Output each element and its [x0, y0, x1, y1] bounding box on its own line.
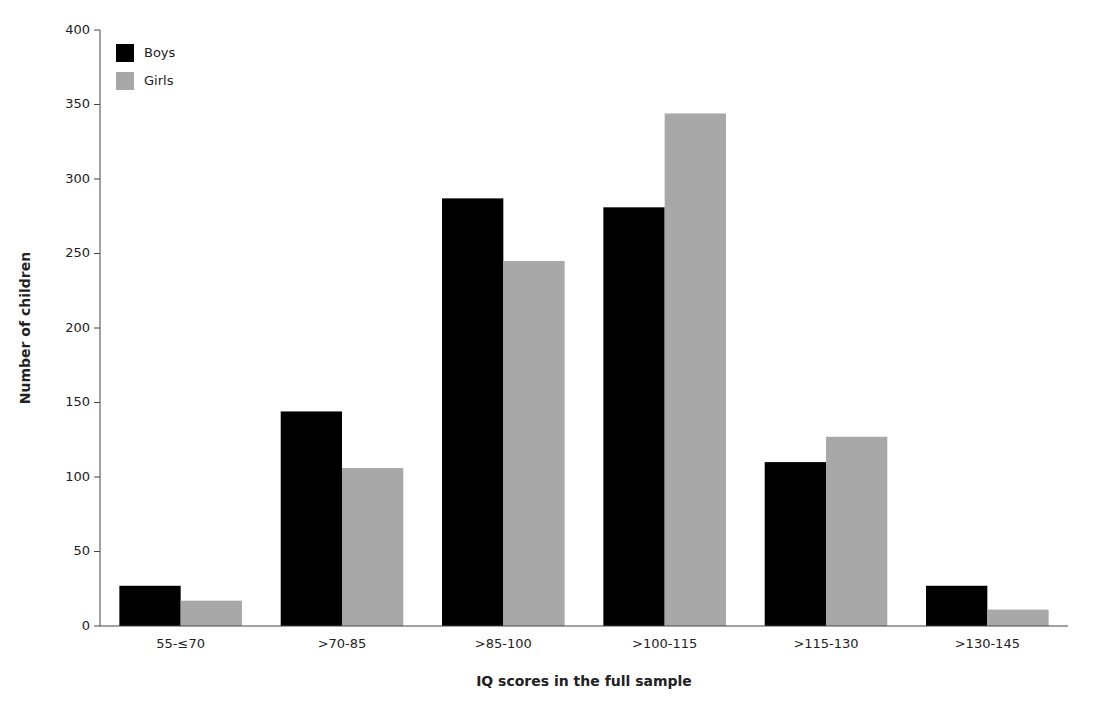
y-tick-label: 350 [65, 96, 90, 111]
bar [281, 411, 342, 626]
legend-label: Boys [144, 45, 176, 60]
legend-swatch [116, 44, 134, 62]
bar [181, 601, 242, 626]
y-tick [94, 477, 100, 478]
chart-svg: 0 50 100 150 200 250 300 350 400 55-≤70 >70-85 >85-… [0, 0, 1098, 716]
y-tick [94, 328, 100, 329]
y-tick-label: 150 [65, 394, 90, 409]
x-tick-label: >130-145 [955, 636, 1020, 651]
y-tick [94, 551, 100, 552]
y-tick-label: 250 [65, 245, 90, 260]
legend: Boys Girls [116, 44, 176, 90]
bar [926, 586, 987, 626]
y-tick [94, 253, 100, 254]
bar [665, 113, 726, 626]
bars [119, 113, 1048, 626]
y-axis: 0 50 100 150 200 250 300 350 400 [65, 22, 100, 633]
x-axis-line [100, 626, 1068, 627]
chart-container: 0 50 100 150 200 250 300 350 400 55-≤70 >70-85 >85-… [0, 0, 1098, 716]
x-tick-label: >70-85 [318, 636, 367, 651]
bar [826, 437, 887, 626]
y-tick [94, 30, 100, 31]
y-tick-label: 300 [65, 171, 90, 186]
y-tick [94, 626, 100, 627]
bar [603, 207, 664, 626]
y-tick-label: 400 [65, 22, 90, 37]
x-tick-label: >100-115 [632, 636, 697, 651]
y-tick-label: 0 [82, 618, 90, 633]
y-axis-label: Number of children [17, 252, 33, 404]
x-tick-label: 55-≤70 [156, 636, 205, 651]
bar [765, 462, 826, 626]
y-tick [94, 104, 100, 105]
bar [987, 610, 1048, 626]
y-tick-label: 100 [65, 469, 90, 484]
y-tick-label: 50 [73, 543, 90, 558]
bar [119, 586, 180, 626]
legend-label: Girls [144, 73, 174, 88]
legend-swatch [116, 72, 134, 90]
bar [503, 261, 564, 626]
bar [442, 198, 503, 626]
x-tick-label: >115-130 [793, 636, 858, 651]
x-axis: 55-≤70 >70-85 >85-100 >100-115 >115-130 >130-… [100, 626, 1068, 651]
x-axis-label: IQ scores in the full sample [476, 673, 692, 689]
bar [342, 468, 403, 626]
y-tick-label: 200 [65, 320, 90, 335]
y-tick [94, 402, 100, 403]
x-tick-label: >85-100 [475, 636, 532, 651]
y-axis-line [100, 30, 101, 626]
y-tick [94, 179, 100, 180]
